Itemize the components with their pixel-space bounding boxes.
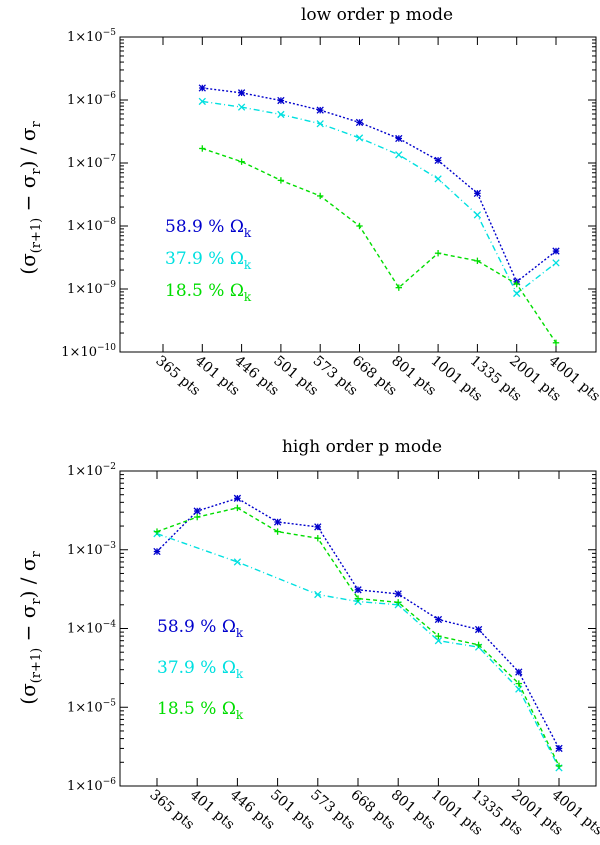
legend-entry: 37.9 % Ωk [165, 249, 252, 272]
series-line [156, 507, 560, 767]
x-tick-label: 801 pts [388, 787, 439, 833]
data-point [474, 625, 483, 634]
series-line [202, 147, 557, 344]
data-point [473, 189, 482, 197]
x-tick-label: 401 pts [187, 787, 238, 833]
data-point [513, 289, 521, 298]
data-point [515, 668, 523, 676]
chart-title: high order p mode [282, 437, 442, 457]
data-point [475, 641, 482, 649]
data-point [555, 762, 563, 770]
y-axis: 1×10−10 1×10−9 1×10−8 1×10−7 1×10−6 1×10−5 [61, 28, 596, 360]
legend-entry: 37.9 % Ωk [157, 658, 244, 681]
series-line [156, 533, 560, 769]
plot-frame [119, 36, 597, 353]
data-point [434, 175, 442, 183]
data-point [355, 134, 364, 142]
x-tick-label: 501 pts [267, 787, 318, 833]
data-point [234, 504, 241, 512]
data-point [354, 586, 362, 594]
panel-low-order: low order p mode 1×10−101×10−91×10−81×10… [16, 5, 600, 405]
data-point [552, 259, 560, 267]
legend-entry: 18.5 % Ωk [157, 699, 244, 722]
y-tick-label: 1×10−3 [67, 541, 116, 558]
series-layer [198, 84, 560, 346]
data-point [273, 518, 282, 526]
data-point [199, 145, 206, 152]
y-tick-label: 1×10−2 [67, 462, 116, 479]
data-point [356, 222, 363, 230]
data-point [395, 151, 403, 159]
data-point [277, 110, 285, 119]
data-point [274, 528, 281, 535]
data-point [434, 615, 443, 624]
y-tick-label: 1×10−8 [67, 217, 116, 234]
data-point [233, 558, 242, 566]
legend-entry: 18.5 % Ωk [165, 281, 252, 304]
data-point [193, 507, 201, 515]
legend: 58.9 % Ωk 37.9 % Ωk 18.5 % Ωk [157, 617, 244, 722]
series-layer [153, 494, 563, 772]
data-point [513, 280, 520, 288]
data-point [317, 192, 324, 200]
data-point [434, 250, 442, 257]
y-axis-label: (σ(r+1) − σr) / σr [16, 120, 44, 274]
data-point [515, 680, 522, 687]
data-point [395, 284, 402, 291]
x-tick-label: 573 pts [307, 787, 358, 833]
data-point [434, 156, 442, 165]
legend: 58.9 % Ωk 37.9 % Ωk 18.5 % Ωk [165, 217, 252, 304]
data-point [153, 547, 161, 556]
data-point [355, 118, 364, 127]
data-point [194, 513, 201, 521]
data-point [394, 590, 402, 598]
x-tick-label: 446 pts [227, 787, 278, 833]
data-point [316, 120, 324, 128]
y-tick-label: 1×10−5 [67, 28, 116, 45]
data-point [552, 247, 560, 255]
data-point [316, 106, 324, 114]
legend-entry: 58.9 % Ωk [157, 617, 244, 640]
x-tick-label: 365 pts [146, 787, 197, 833]
y-tick-label: 1×10−10 [61, 343, 116, 360]
data-point [314, 535, 321, 542]
data-point [555, 744, 563, 753]
data-point [198, 84, 206, 92]
data-point [395, 599, 402, 606]
y-tick-label: 1×10−7 [67, 154, 116, 171]
data-point [354, 595, 362, 602]
data-point [473, 211, 482, 219]
data-point [395, 134, 403, 143]
data-point [233, 494, 242, 502]
series-line [202, 87, 557, 283]
data-point [314, 523, 322, 531]
legend-entry: 58.9 % Ωk [165, 217, 252, 240]
data-point [474, 257, 481, 265]
series-line [202, 100, 557, 295]
data-point [435, 632, 442, 640]
data-point [552, 339, 560, 346]
y-tick-label: 1×10−6 [67, 91, 116, 108]
panel-high-order: high order p mode 1×10−61×10−51×10−41×10… [16, 437, 600, 839]
y-axis-label: (σ(r+1) − σr) / σr [16, 550, 44, 704]
y-axis: 1×10−6 1×10−5 1×10−4 1×10−3 1×10−2 [67, 462, 596, 794]
data-point [237, 89, 246, 97]
y-tick-label: 1×10−4 [67, 620, 116, 637]
data-point [434, 637, 443, 645]
data-point [314, 590, 322, 599]
data-point [237, 103, 246, 111]
y-tick-label: 1×10−5 [67, 698, 116, 715]
data-point [277, 96, 285, 105]
data-point [198, 97, 206, 106]
data-point [277, 177, 285, 184]
x-tick-label: 668 pts [347, 787, 398, 833]
chart-title: low order p mode [301, 5, 453, 25]
data-point [238, 158, 245, 165]
y-tick-label: 1×10−6 [67, 777, 116, 794]
y-tick-label: 1×10−9 [67, 280, 116, 297]
data-point [153, 528, 161, 535]
